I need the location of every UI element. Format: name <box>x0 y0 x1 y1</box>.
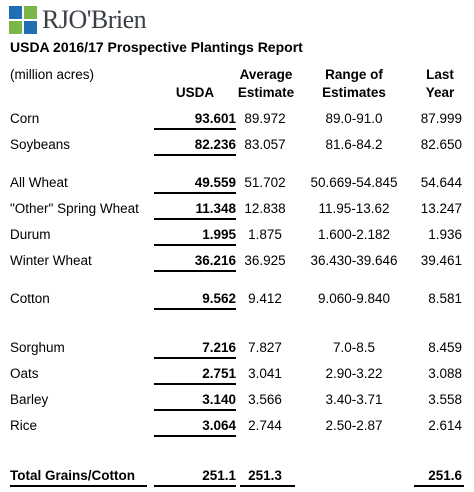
range-of-estimates: 1.600-2.182 <box>317 227 391 242</box>
range-of-estimates: 3.40-3.71 <box>325 392 383 407</box>
usda-value: 3.064 <box>154 416 236 437</box>
table-row-all-wheat: All Wheat 49.559 51.702 50.669-54.845 54… <box>0 173 474 194</box>
row-label: Rice <box>10 418 38 433</box>
usda-value: 11.348 <box>154 199 236 220</box>
row-label: "Other" Spring Wheat <box>10 201 139 216</box>
table-row-durum: Durum 1.995 1.875 1.600-2.182 1.936 <box>0 225 474 246</box>
average-estimate: 51.702 <box>244 175 286 190</box>
usda-value: 2.751 <box>154 364 236 385</box>
average-estimate: 12.838 <box>244 201 286 216</box>
average-estimate: 1.875 <box>248 227 282 242</box>
row-label: Soybeans <box>10 137 71 152</box>
row-label: All Wheat <box>10 175 68 190</box>
row-label: Sorghum <box>10 340 65 355</box>
last-year-value: 2.614 <box>428 418 462 433</box>
rjobrien-logo: RJO'Brien <box>9 5 169 35</box>
table-row-total: Total Grains/Cotton 251.1 251.3 251.6 <box>0 466 474 486</box>
average-estimate: 2.744 <box>248 418 282 433</box>
units-label: (million acres) <box>10 67 95 82</box>
range-of-estimates: 50.669-54.845 <box>310 175 398 190</box>
last-year-value: 8.581 <box>428 291 462 306</box>
range-of-estimates: 89.0-91.0 <box>325 111 383 126</box>
range-of-estimates: 7.0-8.5 <box>332 340 376 355</box>
average-estimate: 9.412 <box>248 291 282 306</box>
total-underline-label <box>10 485 147 487</box>
range-header-line1: Range of <box>325 67 383 82</box>
row-label: Oats <box>10 366 39 381</box>
total-usda-value: 251.1 <box>202 468 236 483</box>
last-year-value: 87.999 <box>420 111 462 126</box>
average-estimate: 3.041 <box>248 366 282 381</box>
report-title: USDA 2016/17 Prospective Plantings Repor… <box>10 39 303 55</box>
usda-value: 82.236 <box>154 135 236 156</box>
usda-value: 3.140 <box>154 390 236 411</box>
range-of-estimates: 2.50-2.87 <box>325 418 383 433</box>
usda-value: 9.562 <box>154 289 236 310</box>
average-estimate: 83.057 <box>244 137 286 152</box>
usda-value: 93.601 <box>154 109 236 130</box>
range-header-line2: Estimates <box>322 85 386 100</box>
average-header-line2: Estimate <box>237 85 295 100</box>
table-row-soybeans: Soybeans 82.236 83.057 81.6-84.2 82.650 <box>0 135 474 156</box>
range-of-estimates: 11.95-13.62 <box>318 201 390 216</box>
last-year-value: 54.644 <box>420 175 462 190</box>
table-row-winter-wheat: Winter Wheat 36.216 36.925 36.430-39.646… <box>0 251 474 272</box>
average-estimate: 7.827 <box>248 340 282 355</box>
last-year-value: 82.650 <box>420 137 462 152</box>
last-year-value: 39.461 <box>420 253 462 268</box>
table-row-sorghum: Sorghum 7.216 7.827 7.0-8.5 8.459 <box>0 338 474 359</box>
average-estimate: 3.566 <box>248 392 282 407</box>
total-underline-usda <box>154 485 236 487</box>
table-row-barley: Barley 3.140 3.566 3.40-3.71 3.558 <box>0 390 474 411</box>
table-row-rice: Rice 3.064 2.744 2.50-2.87 2.614 <box>0 416 474 437</box>
row-label: Winter Wheat <box>10 253 92 268</box>
usda-value: 49.559 <box>154 173 236 194</box>
average-header-line1: Average <box>239 67 293 82</box>
last-year-value: 3.558 <box>428 392 462 407</box>
row-label: Corn <box>10 111 40 126</box>
last-year-header-line2: Year <box>425 85 455 100</box>
total-underline-average <box>240 485 295 487</box>
total-average-estimate: 251.3 <box>248 468 282 483</box>
usda-value: 7.216 <box>154 338 236 359</box>
total-last-year-value: 251.6 <box>428 468 462 483</box>
table-row-oats: Oats 2.751 3.041 2.90-3.22 3.088 <box>0 364 474 385</box>
usda-value: 36.216 <box>154 251 236 272</box>
row-label: Barley <box>10 392 49 407</box>
last-year-value: 3.088 <box>428 366 462 381</box>
row-label: Durum <box>10 227 51 242</box>
range-of-estimates: 9.060-9.840 <box>317 291 391 306</box>
range-of-estimates: 36.430-39.646 <box>310 253 398 268</box>
total-underline-last-year <box>414 485 464 487</box>
table-row-corn: Corn 93.601 89.972 89.0-91.0 87.999 <box>0 109 474 130</box>
last-year-value: 1.936 <box>428 227 462 242</box>
last-year-header-line1: Last <box>426 67 454 82</box>
average-estimate: 36.925 <box>244 253 286 268</box>
table-row-cotton: Cotton 9.562 9.412 9.060-9.840 8.581 <box>0 289 474 310</box>
last-year-value: 8.459 <box>428 340 462 355</box>
usda-value: 1.995 <box>154 225 236 246</box>
logo-brand-text: RJO'Brien <box>42 5 147 34</box>
total-label: Total Grains/Cotton <box>10 468 135 483</box>
average-estimate: 89.972 <box>244 111 286 126</box>
last-year-value: 13.247 <box>420 201 462 216</box>
table-row-other-spring-wheat: "Other" Spring Wheat 11.348 12.838 11.95… <box>0 199 474 220</box>
range-of-estimates: 81.6-84.2 <box>325 137 383 152</box>
row-label: Cotton <box>10 291 50 306</box>
range-of-estimates: 2.90-3.22 <box>325 366 383 381</box>
usda-column-header: USDA <box>175 85 215 100</box>
logo-mark-icon <box>9 6 37 34</box>
